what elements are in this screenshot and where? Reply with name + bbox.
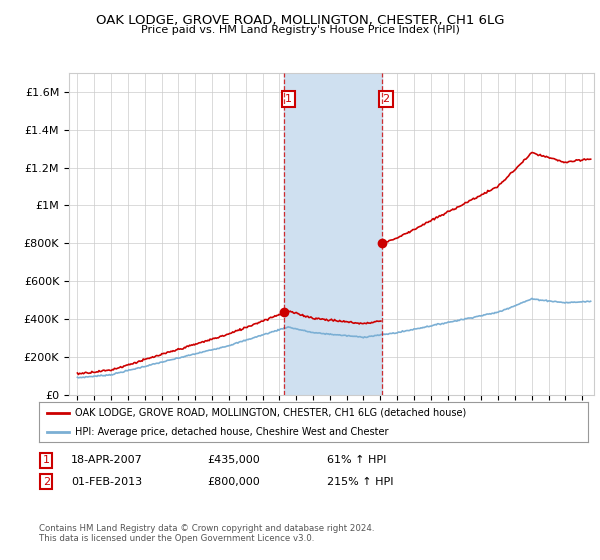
Text: HPI: Average price, detached house, Cheshire West and Chester: HPI: Average price, detached house, Ches… xyxy=(74,427,388,437)
Text: 18-APR-2007: 18-APR-2007 xyxy=(71,455,143,465)
Text: 1: 1 xyxy=(285,94,292,104)
Text: 1: 1 xyxy=(43,455,50,465)
Text: £800,000: £800,000 xyxy=(207,477,260,487)
Text: OAK LODGE, GROVE ROAD, MOLLINGTON, CHESTER, CH1 6LG: OAK LODGE, GROVE ROAD, MOLLINGTON, CHEST… xyxy=(96,14,504,27)
Text: Contains HM Land Registry data © Crown copyright and database right 2024.
This d: Contains HM Land Registry data © Crown c… xyxy=(39,524,374,543)
Text: OAK LODGE, GROVE ROAD, MOLLINGTON, CHESTER, CH1 6LG (detached house): OAK LODGE, GROVE ROAD, MOLLINGTON, CHEST… xyxy=(74,408,466,418)
Text: £435,000: £435,000 xyxy=(207,455,260,465)
Text: 2: 2 xyxy=(43,477,50,487)
Text: 01-FEB-2013: 01-FEB-2013 xyxy=(71,477,142,487)
Text: 2: 2 xyxy=(382,94,389,104)
Bar xyxy=(284,73,382,395)
Text: 215% ↑ HPI: 215% ↑ HPI xyxy=(327,477,394,487)
Text: 61% ↑ HPI: 61% ↑ HPI xyxy=(327,455,386,465)
Text: Price paid vs. HM Land Registry's House Price Index (HPI): Price paid vs. HM Land Registry's House … xyxy=(140,25,460,35)
